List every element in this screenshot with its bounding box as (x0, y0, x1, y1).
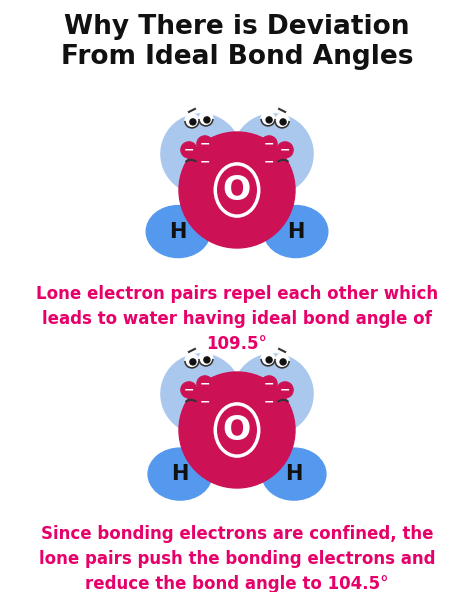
Circle shape (199, 112, 213, 126)
Text: −: − (264, 395, 274, 408)
Circle shape (275, 114, 289, 128)
Circle shape (261, 154, 277, 170)
Ellipse shape (148, 448, 212, 500)
Circle shape (161, 114, 241, 194)
Circle shape (190, 359, 196, 365)
Circle shape (280, 359, 286, 365)
Circle shape (233, 354, 313, 434)
Circle shape (197, 136, 213, 152)
Circle shape (266, 117, 272, 123)
Circle shape (261, 136, 277, 152)
Circle shape (179, 372, 295, 488)
Circle shape (181, 142, 197, 158)
Circle shape (199, 352, 213, 366)
Circle shape (185, 114, 199, 128)
Text: −: − (280, 143, 291, 156)
Text: −: − (200, 156, 210, 168)
Circle shape (185, 354, 199, 368)
Circle shape (233, 114, 313, 194)
Circle shape (266, 357, 272, 363)
Text: Why There is Deviation
From Ideal Bond Angles: Why There is Deviation From Ideal Bond A… (61, 14, 413, 70)
Text: H: H (287, 221, 304, 242)
Circle shape (190, 119, 196, 125)
Circle shape (181, 382, 197, 398)
Circle shape (280, 119, 286, 125)
Circle shape (261, 376, 277, 392)
Text: −: − (200, 378, 210, 390)
Text: −: − (264, 137, 274, 150)
Text: O: O (223, 173, 251, 207)
Circle shape (261, 394, 277, 410)
Text: −: − (264, 378, 274, 390)
Text: Lone electron pairs repel each other which
leads to water having ideal bond angl: Lone electron pairs repel each other whi… (36, 285, 438, 353)
Text: O: O (223, 413, 251, 446)
Text: Since bonding electrons are confined, the
lone pairs push the bonding electrons : Since bonding electrons are confined, th… (39, 525, 435, 592)
Text: −: − (280, 384, 291, 397)
Circle shape (161, 354, 241, 434)
Circle shape (204, 117, 210, 123)
Circle shape (275, 354, 289, 368)
Ellipse shape (146, 205, 210, 258)
Circle shape (261, 112, 275, 126)
Text: H: H (170, 221, 187, 242)
Text: −: − (200, 137, 210, 150)
Text: −: − (264, 156, 274, 168)
Text: −: − (200, 395, 210, 408)
Circle shape (277, 142, 293, 158)
Text: −: − (183, 384, 194, 397)
Ellipse shape (262, 448, 326, 500)
Circle shape (179, 132, 295, 248)
Circle shape (204, 357, 210, 363)
Circle shape (197, 394, 213, 410)
Text: H: H (285, 464, 302, 484)
Circle shape (197, 376, 213, 392)
Text: −: − (183, 143, 194, 156)
Text: H: H (172, 464, 189, 484)
Circle shape (261, 352, 275, 366)
Ellipse shape (264, 205, 328, 258)
Circle shape (197, 154, 213, 170)
Circle shape (277, 382, 293, 398)
